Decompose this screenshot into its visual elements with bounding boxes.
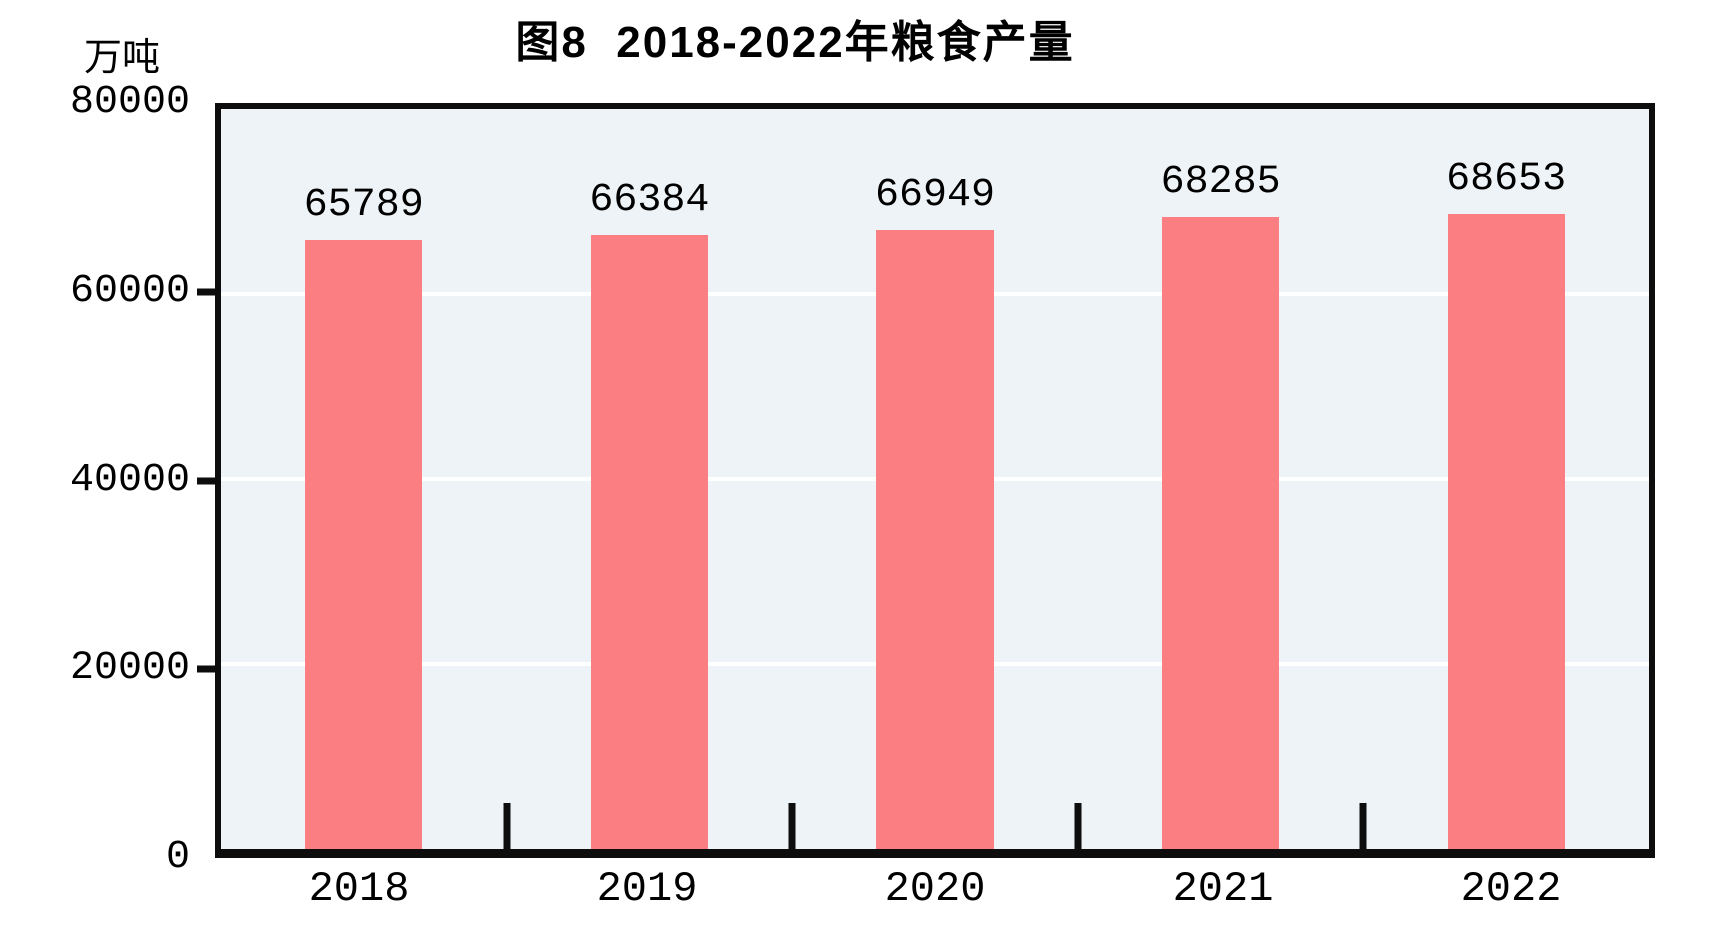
chart-title: 图8 2018-2022年粮食产量 bbox=[515, 18, 1075, 67]
bar-value-label: 68285 bbox=[1160, 160, 1281, 206]
bar-value-label: 66384 bbox=[589, 177, 710, 223]
y-axis-tick-label: 20000 bbox=[69, 646, 190, 692]
plot-area: 65789 66384 66949 68285 68653 bbox=[215, 103, 1655, 858]
bar-group-2019: 66384 bbox=[507, 109, 793, 849]
x-axis-label: 2019 bbox=[596, 865, 698, 913]
bar-value-label: 65789 bbox=[303, 183, 424, 229]
x-axis-label: 2018 bbox=[308, 865, 410, 913]
x-axis-tick bbox=[788, 803, 796, 849]
y-axis-tick-label: 0 bbox=[165, 835, 190, 880]
bar-value-label: 68653 bbox=[1446, 156, 1567, 202]
bar-2022 bbox=[1447, 213, 1565, 849]
y-axis-tick-label: 80000 bbox=[69, 80, 190, 125]
bar-group-2022: 68653 bbox=[1363, 109, 1649, 849]
y-axis-tick-label: 60000 bbox=[69, 268, 190, 314]
x-axis-tick bbox=[1074, 803, 1082, 849]
x-axis-tick bbox=[503, 803, 511, 849]
bars-container: 65789 66384 66949 68285 68653 bbox=[221, 109, 1649, 849]
y-axis-unit-label: 万吨 bbox=[84, 37, 161, 79]
bar-value-label: 66949 bbox=[874, 172, 995, 218]
bar-2021 bbox=[1162, 217, 1280, 849]
bar-2020 bbox=[876, 229, 994, 849]
x-axis-label: 2021 bbox=[1172, 865, 1274, 913]
x-axis-tick bbox=[1359, 803, 1367, 849]
bar-group-2018: 65789 bbox=[221, 109, 507, 849]
x-axis-label: 2020 bbox=[884, 865, 986, 913]
plot-inner: 65789 66384 66949 68285 68653 bbox=[221, 109, 1649, 849]
bar-group-2021: 68285 bbox=[1078, 109, 1364, 849]
y-axis-tick-label: 40000 bbox=[69, 457, 190, 503]
x-axis-label: 2022 bbox=[1460, 865, 1562, 913]
bar-group-2020: 66949 bbox=[792, 109, 1078, 849]
bar-2019 bbox=[590, 234, 708, 849]
y-axis-labels: 80000 60000 40000 20000 0 bbox=[0, 83, 190, 878]
y-axis-ticks bbox=[197, 103, 217, 858]
y-axis-tick bbox=[197, 288, 217, 296]
x-axis-labels: 2018 2019 2020 2021 2022 bbox=[215, 868, 1655, 910]
bar-2018 bbox=[305, 240, 423, 849]
y-axis-tick bbox=[197, 665, 217, 673]
y-axis-tick bbox=[197, 477, 217, 484]
